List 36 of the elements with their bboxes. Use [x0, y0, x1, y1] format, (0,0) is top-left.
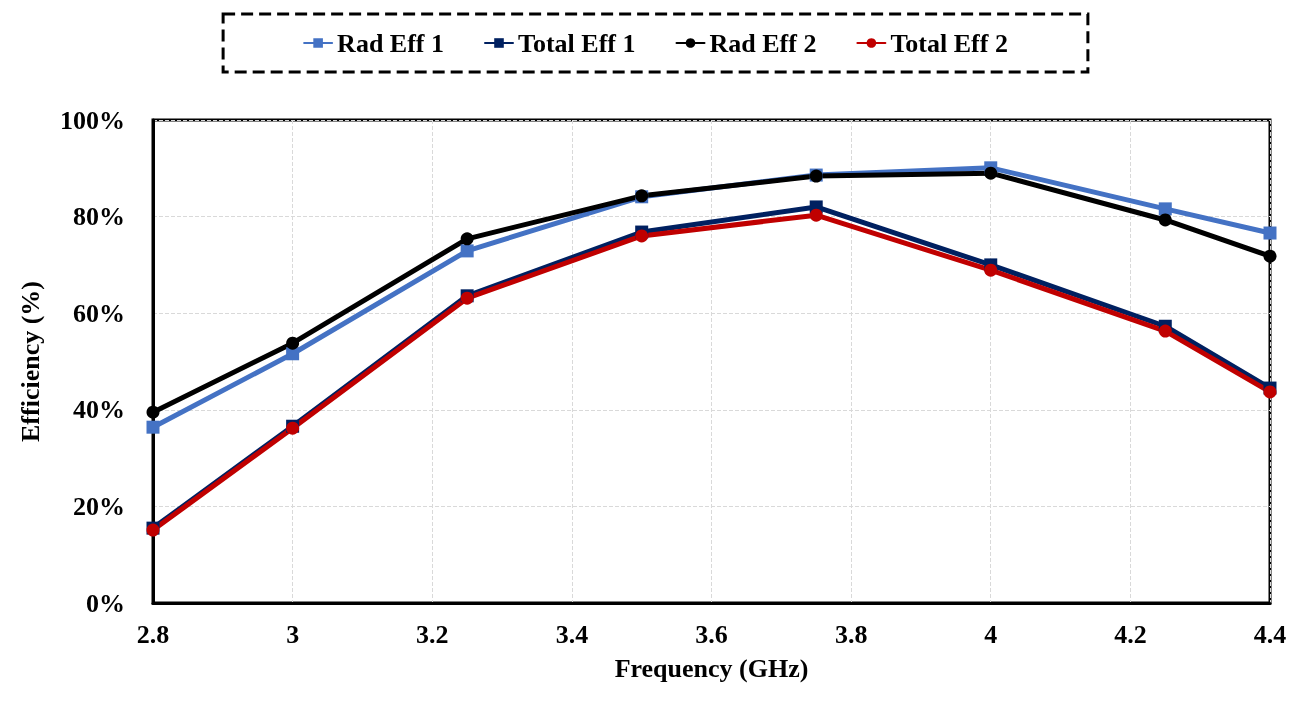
point — [460, 244, 474, 258]
x-tick-label: 3 — [286, 619, 300, 649]
y-tick-label: 100% — [60, 105, 125, 135]
y-tick-label: 80% — [73, 202, 125, 232]
x-tick-label: 4.4 — [1253, 619, 1287, 649]
point — [1263, 226, 1277, 240]
y-tick-label: 20% — [73, 491, 125, 521]
point — [984, 263, 998, 277]
point — [286, 336, 300, 350]
point — [809, 208, 823, 222]
x-tick-label: 3.8 — [834, 619, 868, 649]
x-tick-label: 4 — [984, 619, 998, 649]
x-tick-label: 3.4 — [555, 619, 589, 649]
y-tick-label: 60% — [73, 298, 125, 328]
legend-label: Total Eff 1 — [518, 28, 636, 58]
legend-label: Rad Eff 1 — [337, 28, 445, 58]
point — [1158, 202, 1172, 216]
legend-label: Total Eff 2 — [890, 28, 1008, 58]
x-tick-label: 3.2 — [416, 619, 449, 649]
legend-label: Rad Eff 2 — [709, 28, 817, 58]
point — [1263, 385, 1277, 399]
y-axis-title: Efficiency (%) — [15, 280, 45, 443]
x-tick-label: 4.2 — [1114, 619, 1147, 649]
x-axis-title: Frequency (GHz) — [614, 653, 809, 683]
point — [1158, 213, 1172, 227]
x-tick-label: 3.6 — [695, 619, 728, 649]
x-tick-label: 2.8 — [136, 619, 170, 649]
y-tick-label: 40% — [73, 395, 125, 425]
y-tick-label: 0% — [86, 588, 125, 618]
point — [146, 405, 160, 419]
point — [1158, 324, 1172, 338]
point — [1263, 249, 1277, 263]
point — [146, 420, 160, 434]
point — [984, 166, 998, 180]
point — [635, 229, 649, 243]
point — [460, 232, 474, 246]
